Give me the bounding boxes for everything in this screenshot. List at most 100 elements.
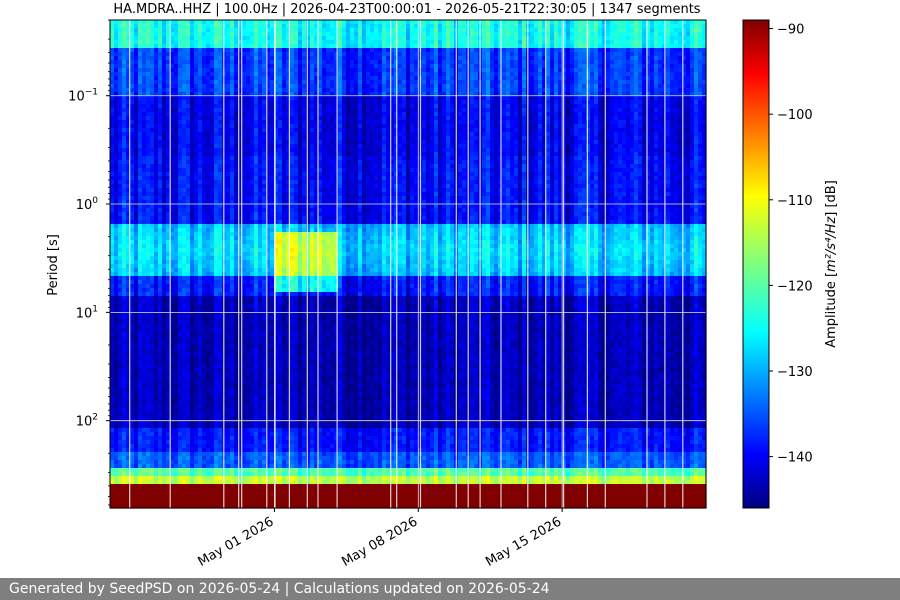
heatmap-cell: [694, 80, 699, 85]
heatmap-cell: [566, 108, 571, 113]
heatmap-cell: [590, 88, 595, 93]
heatmap-cell: [506, 148, 511, 153]
heatmap-cell: [402, 148, 407, 153]
heatmap-cell: [426, 20, 431, 25]
heatmap-cell: [182, 68, 187, 73]
heatmap-cell: [254, 124, 259, 129]
heatmap-cell: [194, 36, 199, 41]
heatmap-cell: [518, 144, 523, 149]
heatmap-cell: [694, 28, 699, 33]
heatmap-cell: [482, 68, 487, 73]
heatmap-cell: [202, 80, 207, 85]
heatmap-cell: [266, 116, 271, 121]
heatmap-cell: [570, 108, 575, 113]
heatmap-cell: [146, 48, 151, 53]
heatmap-cell: [198, 40, 203, 45]
heatmap-cell: [302, 48, 307, 53]
heatmap-cell: [346, 80, 351, 85]
heatmap-cell: [406, 84, 411, 89]
heatmap-cell: [134, 40, 139, 45]
heatmap-cell: [202, 120, 207, 125]
heatmap-cell: [674, 32, 679, 37]
heatmap-cell: [534, 108, 539, 113]
heatmap-cell: [414, 52, 419, 57]
heatmap-cell: [158, 92, 163, 97]
heatmap-cell: [514, 96, 519, 101]
heatmap-cell: [626, 140, 631, 145]
heatmap-cell: [326, 84, 331, 89]
heatmap-cell: [570, 120, 575, 125]
heatmap-cell: [386, 64, 391, 69]
heatmap-cell: [374, 40, 379, 45]
heatmap-cell: [202, 116, 207, 121]
heatmap-cell: [646, 56, 651, 61]
heatmap-cell: [286, 72, 291, 77]
heatmap-cell: [618, 100, 623, 105]
heatmap-cell: [486, 136, 491, 141]
heatmap-cell: [522, 120, 527, 125]
heatmap-cell: [214, 104, 219, 109]
heatmap-cell: [150, 40, 155, 45]
heatmap-cell: [406, 104, 411, 109]
heatmap-cell: [430, 120, 435, 125]
heatmap-cell: [570, 128, 575, 133]
heatmap-cell: [202, 72, 207, 77]
heatmap-cell: [190, 112, 195, 117]
heatmap-cell: [314, 120, 319, 125]
heatmap-cell: [702, 124, 707, 129]
heatmap-cell: [582, 104, 587, 109]
heatmap-cell: [622, 128, 627, 133]
heatmap-cell: [294, 112, 299, 117]
heatmap-cell: [406, 32, 411, 37]
heatmap-cell: [410, 80, 415, 85]
heatmap-cell: [346, 24, 351, 29]
heatmap-cell: [322, 124, 327, 129]
heatmap-cell: [510, 96, 515, 101]
heatmap-cell: [426, 112, 431, 117]
heatmap-cell: [638, 104, 643, 109]
heatmap-cell: [470, 128, 475, 133]
heatmap-cell: [214, 24, 219, 29]
heatmap-cell: [210, 112, 215, 117]
heatmap-cell: [206, 112, 211, 117]
heatmap-cell: [670, 52, 675, 57]
heatmap-cell: [174, 112, 179, 117]
heatmap-cell: [126, 44, 131, 49]
heatmap-cell: [650, 88, 655, 93]
heatmap-cell: [166, 60, 171, 65]
heatmap-cell: [302, 104, 307, 109]
heatmap-cell: [410, 116, 415, 121]
heatmap-cell: [458, 100, 463, 105]
heatmap-cell: [538, 40, 543, 45]
heatmap-cell: [682, 88, 687, 93]
heatmap-cell: [482, 52, 487, 57]
heatmap-cell: [298, 76, 303, 81]
heatmap-cell: [422, 80, 427, 85]
heatmap-cell: [670, 20, 675, 25]
heatmap-cell: [422, 20, 427, 25]
heatmap-cell: [434, 60, 439, 65]
heatmap-cell: [218, 100, 223, 105]
heatmap-cell: [386, 112, 391, 117]
heatmap-cell: [674, 124, 679, 129]
heatmap-cell: [442, 108, 447, 113]
heatmap-cell: [142, 52, 147, 57]
heatmap-cell: [374, 152, 379, 157]
heatmap-cell: [486, 116, 491, 121]
heatmap-cell: [410, 44, 415, 49]
heatmap-cell: [382, 24, 387, 29]
heatmap-cell: [494, 132, 499, 137]
heatmap-cell: [142, 68, 147, 73]
heatmap-cell: [654, 128, 659, 133]
heatmap-cell: [538, 76, 543, 81]
heatmap-cell: [674, 108, 679, 113]
heatmap-cell: [458, 60, 463, 65]
heatmap-cell: [138, 112, 143, 117]
heatmap-cell: [386, 40, 391, 45]
heatmap-cell: [258, 76, 263, 81]
heatmap-cell: [170, 128, 175, 133]
heatmap-cell: [338, 32, 343, 37]
heatmap-cell: [550, 72, 555, 77]
heatmap-cell: [382, 28, 387, 33]
heatmap-cell: [362, 48, 367, 53]
